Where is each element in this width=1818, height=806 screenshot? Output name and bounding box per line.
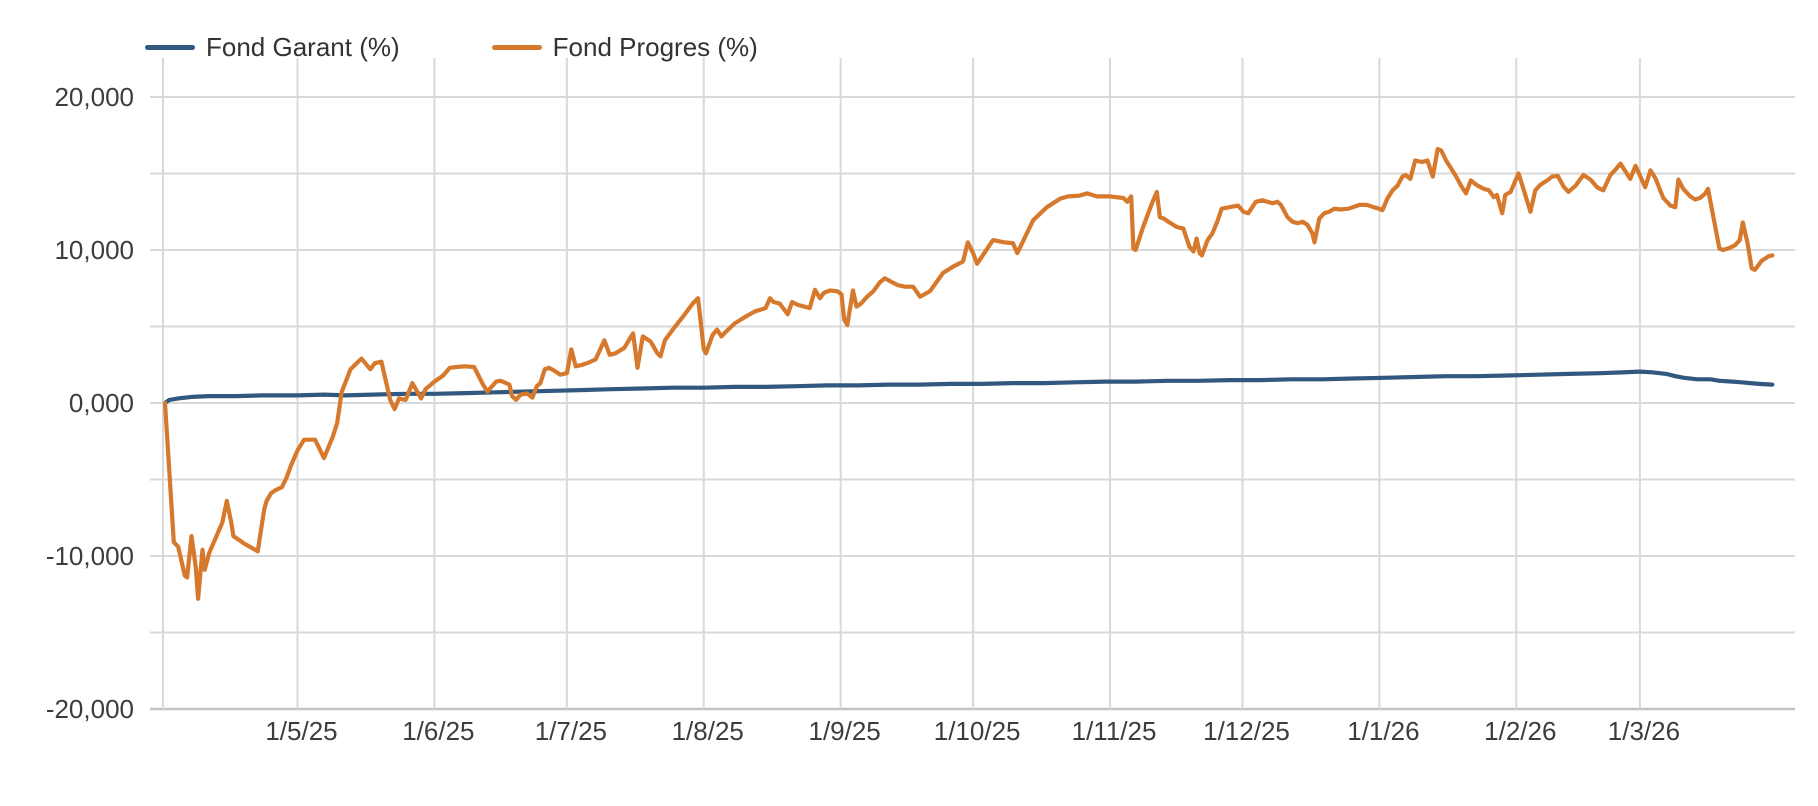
x-tick-label: 1/9/25	[808, 716, 880, 746]
legend-item-fond-garant[interactable]: Fond Garant (%)	[145, 32, 400, 63]
x-tick-label: 1/11/25	[1072, 716, 1157, 746]
x-tick-label: 1/5/25	[265, 716, 337, 746]
x-tick-label: 1/1/26	[1347, 716, 1419, 746]
fond-progres-line	[162, 146, 1775, 601]
y-tick-label: 10,000	[54, 235, 134, 265]
y-tick-label: -20,000	[46, 694, 134, 724]
fond-garant-line	[162, 369, 1775, 406]
x-axis-labels: 1/5/25 1/6/25 1/7/25 1/8/25 1/9/25 1/10/25 1/1…	[265, 716, 1680, 746]
chart-legend: Fond Garant (%) Fond Progres (%)	[145, 32, 758, 63]
y-tick-label: 20,000	[54, 82, 134, 112]
legend-label-fond-progres: Fond Progres (%)	[552, 32, 758, 62]
y-tick-label: -10,000	[46, 541, 134, 571]
x-tick-label: 1/6/25	[402, 716, 474, 746]
x-tick-label: 1/8/25	[672, 716, 744, 746]
gridlines	[150, 58, 1795, 711]
x-tick-label: 1/10/25	[934, 716, 1021, 746]
x-tick-label: 1/7/25	[535, 716, 607, 746]
legend-item-fond-progres[interactable]: Fond Progres (%)	[491, 32, 758, 63]
fond-progres-line-swatch	[491, 45, 542, 50]
y-axis-labels: 20,000 10,000 0,000 -10,000 -20,000	[46, 82, 134, 724]
y-tick-label: 0,000	[69, 388, 134, 418]
legend-label-fond-garant: Fond Garant (%)	[206, 32, 400, 62]
x-tick-label: 1/2/26	[1484, 716, 1556, 746]
fond-garant-line-swatch	[145, 45, 195, 50]
x-tick-label: 1/12/25	[1203, 716, 1290, 746]
x-tick-label: 1/3/26	[1608, 716, 1680, 746]
